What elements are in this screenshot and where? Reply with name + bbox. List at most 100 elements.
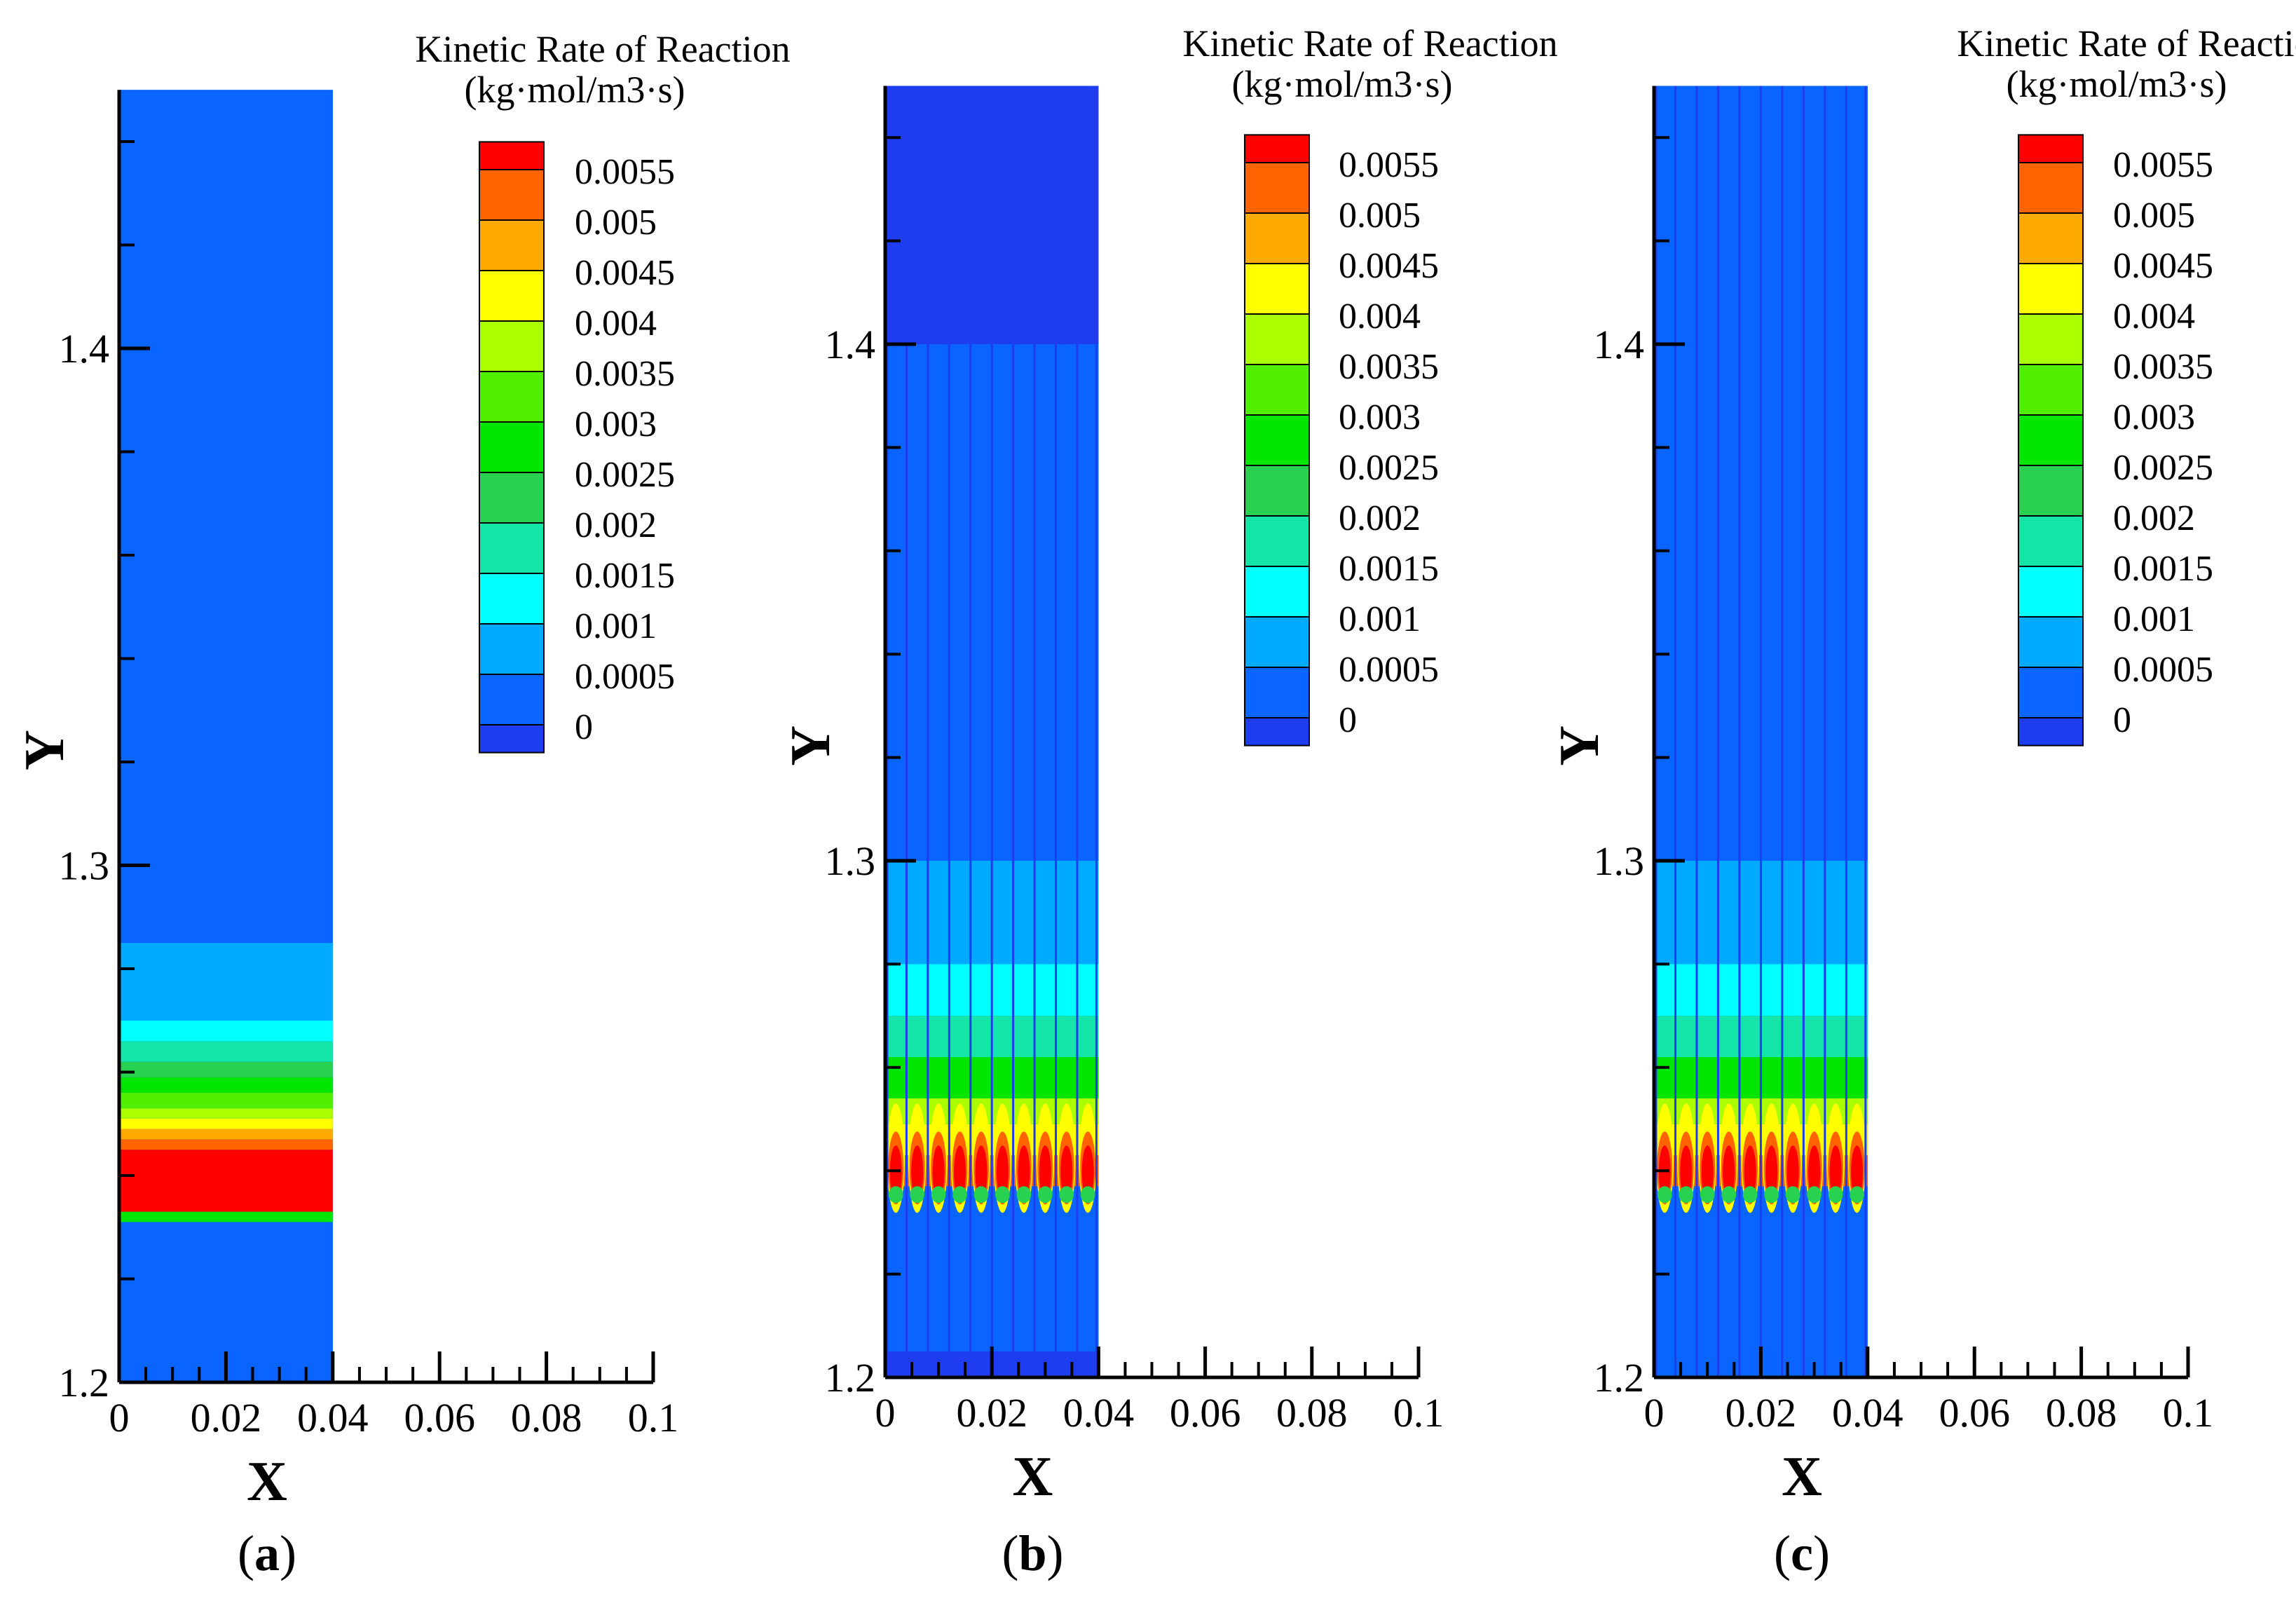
panel-label-paren: ) — [280, 1525, 296, 1581]
x-tick-label: 0.02 — [191, 1395, 262, 1440]
x-tick-label: 0.04 — [1063, 1390, 1135, 1436]
channel-arc — [1035, 860, 1055, 901]
legend-units: (kg·mol/m3·s) — [2007, 63, 2227, 105]
legend-level-label: 0.002 — [575, 505, 657, 545]
contour-band — [119, 1108, 333, 1119]
hotspot-rim — [1016, 1186, 1032, 1204]
legend-swatch — [1244, 212, 1310, 264]
legend-units: (kg·mol/m3·s) — [465, 69, 685, 111]
legend-swatch — [2018, 162, 2084, 214]
panel-label-letter: b — [1018, 1525, 1046, 1581]
x-tick-label: 0.08 — [511, 1395, 582, 1440]
legend-level-label: 0.0015 — [2113, 549, 2213, 589]
panel-label: (b) — [1002, 1525, 1063, 1581]
y-tick-label: 1.4 — [825, 322, 876, 367]
channel-arc — [886, 964, 906, 1004]
channel-arc — [1078, 964, 1098, 1004]
legend-swatch — [479, 141, 545, 170]
legend-level-label: 0 — [575, 707, 593, 747]
x-tick-label: 0.1 — [2163, 1390, 2214, 1436]
panel-label-paren: ( — [238, 1525, 254, 1581]
legend-level-label: 0.004 — [2113, 297, 2195, 336]
legend-level-label: 0.0015 — [1339, 549, 1439, 589]
hotspot-rim — [1828, 1186, 1843, 1204]
channel-arc — [907, 964, 927, 1004]
legend-level-label: 0.0035 — [575, 354, 675, 394]
panel-label-letter: c — [1791, 1525, 1813, 1581]
channel-arc — [1825, 860, 1846, 901]
x-tick-label: 0.1 — [628, 1395, 679, 1440]
legend-level-label: 0.0045 — [1339, 246, 1439, 286]
x-tick-label: 0.06 — [1170, 1390, 1241, 1436]
legend-level-label: 0.005 — [2113, 196, 2195, 236]
legend-swatch — [1244, 414, 1310, 466]
contour-band — [119, 1093, 333, 1109]
panel-label-paren: ) — [1047, 1525, 1064, 1581]
legend-swatch — [2018, 566, 2084, 618]
channel-arc — [1825, 964, 1846, 1004]
y-tick-label: 1.2 — [59, 1360, 110, 1405]
legend-level-label: 0.004 — [1339, 297, 1421, 336]
channel-arc — [1847, 964, 1867, 1004]
y-axis-label: Y — [14, 730, 76, 770]
legend-title: Kinetic Rate of Reaction — [1957, 22, 2296, 64]
hotspot-core — [1744, 1145, 1756, 1199]
hotspot-core — [1808, 1145, 1821, 1199]
panels-group: 0 0.02 0.04 0.06 0.08 0.1 1.2 1.3 1.4 X Y Kinetic R… — [14, 22, 2296, 1581]
channel-arc — [1655, 860, 1675, 901]
hotspot-core — [1701, 1145, 1714, 1199]
channel-arc — [907, 860, 927, 901]
y-tick-label: 1.3 — [825, 838, 876, 884]
contour-band — [119, 1150, 333, 1212]
y-axis-label: Y — [1549, 725, 1611, 766]
y-axis-label: Y — [780, 725, 842, 766]
contour-band — [119, 1139, 333, 1150]
channel-arc — [1740, 964, 1761, 1004]
channel-arc — [992, 860, 1013, 901]
chart-panel-a: 0 0.02 0.04 0.06 0.08 0.1 1.2 1.3 1.4 X Y Kinetic R… — [14, 28, 791, 1581]
channel-arc — [1761, 964, 1782, 1004]
legend-swatch — [479, 472, 545, 524]
chart-panel-c: 0 0.02 0.04 0.06 0.08 0.1 1.2 1.3 1.4 X Y Kinetic R… — [1549, 22, 2296, 1581]
contour-band — [119, 90, 333, 943]
legend-level-label: 0.001 — [2113, 599, 2195, 639]
legend-level-label: 0.001 — [1339, 599, 1421, 639]
legend-level-label: 0.0035 — [2113, 347, 2213, 387]
hotspot-rim — [1785, 1186, 1800, 1204]
legend-swatch — [1244, 566, 1310, 618]
hotspot-core — [1829, 1145, 1842, 1199]
legend-level-label: 0.002 — [2113, 498, 2195, 538]
legend-swatch — [2018, 667, 2084, 718]
legend-level-label: 0.0025 — [2113, 448, 2213, 488]
channel-arc — [1035, 964, 1055, 1004]
legend-swatch — [2018, 212, 2084, 264]
channel-arc — [971, 860, 992, 901]
channel-arc — [1697, 964, 1718, 1004]
hotspot-core — [954, 1145, 966, 1199]
hotspot-core — [1060, 1145, 1073, 1199]
hotspot-core — [1680, 1145, 1693, 1199]
legend-swatch — [479, 371, 545, 423]
channel-arc — [1804, 860, 1824, 901]
hotspot-rim — [1059, 1186, 1074, 1204]
channel-arc — [1804, 964, 1824, 1004]
panel-label-letter: a — [254, 1525, 280, 1581]
channel-arc — [1013, 964, 1034, 1004]
hotspot-rim — [995, 1186, 1010, 1204]
hotspot-core — [1081, 1145, 1094, 1199]
y-tick-label: 1.4 — [1594, 322, 1645, 367]
legend-swatch — [1244, 134, 1310, 163]
legend-level-label: 0.005 — [1339, 196, 1421, 236]
x-tick-label: 0.06 — [1939, 1390, 2010, 1436]
legend-title: Kinetic Rate of Reaction — [415, 28, 790, 70]
legend-swatch — [2018, 465, 2084, 517]
channel-arc — [950, 860, 970, 901]
x-tick-label: 0.02 — [956, 1390, 1027, 1436]
legend-level-label: 0.0055 — [1339, 145, 1439, 185]
legend-level-label: 0 — [2113, 700, 2131, 740]
legend-swatch — [2018, 616, 2084, 668]
hotspot-core — [911, 1145, 924, 1199]
contour-band — [119, 943, 333, 1021]
contour-band — [119, 1041, 333, 1062]
contour-band — [119, 1211, 333, 1222]
